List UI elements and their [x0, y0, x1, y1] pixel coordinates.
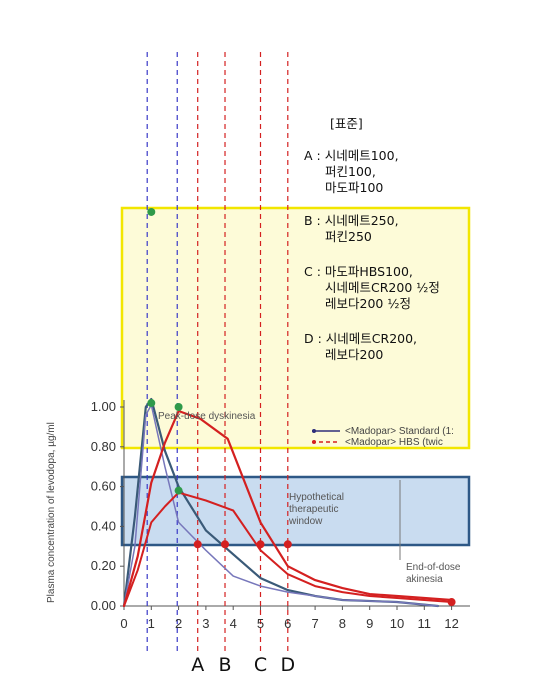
group-a-line-3: 마도파100: [325, 180, 383, 195]
group-c-line-2: 시네메트CR200 ½정: [325, 280, 440, 295]
marker-point-7: [283, 540, 292, 549]
marker-point-5: [221, 540, 230, 549]
y-tick-label-0: 0.00: [91, 598, 116, 613]
marker-point-2: [174, 403, 183, 411]
legend-box-title: [표준]: [330, 116, 363, 131]
annotation-akinesia-2: akinesia: [406, 574, 443, 585]
marker-point-8: [447, 598, 456, 607]
x-tick-label-1: 1: [148, 616, 155, 631]
legend-hbs-label: <Madopar> HBS (twic: [345, 437, 443, 448]
series-line-2: [122, 409, 453, 608]
marker-point-0: [147, 207, 156, 216]
group-d-line-1: D : 시네메트CR200,: [304, 331, 417, 346]
group-d-line-2: 레보다200: [325, 347, 383, 362]
x-tick-label-12: 12: [444, 616, 458, 631]
x-tick-label-7: 7: [311, 616, 318, 631]
group-b-line-1: B : 시네메트250,: [304, 213, 399, 228]
annotation-dyskinesia: Peak-dose dyskinesia: [158, 411, 256, 422]
guide-letter-a: A: [191, 654, 204, 676]
x-tick-label-0: 0: [120, 616, 127, 631]
group-b-line-2: 퍼킨250: [325, 229, 372, 244]
legend-standard-label: <Madopar> Standard (1:: [345, 426, 454, 437]
y-axis-title-line1: Plasma concentration of levodopa, µg/ml: [46, 422, 57, 603]
marker-point-4: [193, 540, 202, 549]
annotation-window-3: window: [288, 516, 323, 527]
guide-letter-c: C: [254, 654, 267, 676]
y-tick-label-2: 0.40: [91, 518, 116, 533]
marker-point-1: [147, 399, 156, 408]
annotation-window-1: Hypothetical: [289, 492, 344, 503]
x-tick-label-11: 11: [418, 616, 432, 631]
x-tick-label-3: 3: [202, 616, 209, 631]
legend-standard-dot: [312, 429, 316, 433]
y-tick-label-3: 0.60: [91, 479, 116, 494]
y-tick-label-5: 1.00: [91, 399, 116, 414]
group-c-line-3: 레보다200 ½정: [325, 296, 411, 311]
x-tick-label-8: 8: [339, 616, 346, 631]
group-c-line-1: C : 마도파HBS100,: [304, 264, 413, 279]
legend-hbs-dot: [312, 440, 316, 444]
series-line-3: [123, 491, 453, 607]
annotation-akinesia-1: End-of-dose: [406, 562, 461, 573]
series-line-1: [123, 404, 439, 607]
x-tick-label-5: 5: [257, 616, 264, 631]
x-tick-label-10: 10: [390, 616, 404, 631]
x-tick-label-6: 6: [284, 616, 291, 631]
marker-point-3: [174, 486, 183, 495]
guide-letter-b: B: [218, 654, 231, 676]
group-a-line-2: 퍼킨100,: [325, 164, 376, 179]
group-a-line-1: A : 시네메트100,: [304, 148, 399, 163]
annotation-window-2: therapeutic: [289, 504, 338, 515]
marker-point-6: [256, 540, 265, 549]
guide-letter-d: D: [280, 654, 295, 676]
x-tick-label-9: 9: [366, 616, 373, 631]
y-tick-label-1: 0.20: [91, 558, 116, 573]
x-tick-label-2: 2: [175, 616, 182, 631]
x-tick-label-4: 4: [230, 616, 237, 631]
y-tick-label-4: 0.80: [91, 439, 116, 454]
